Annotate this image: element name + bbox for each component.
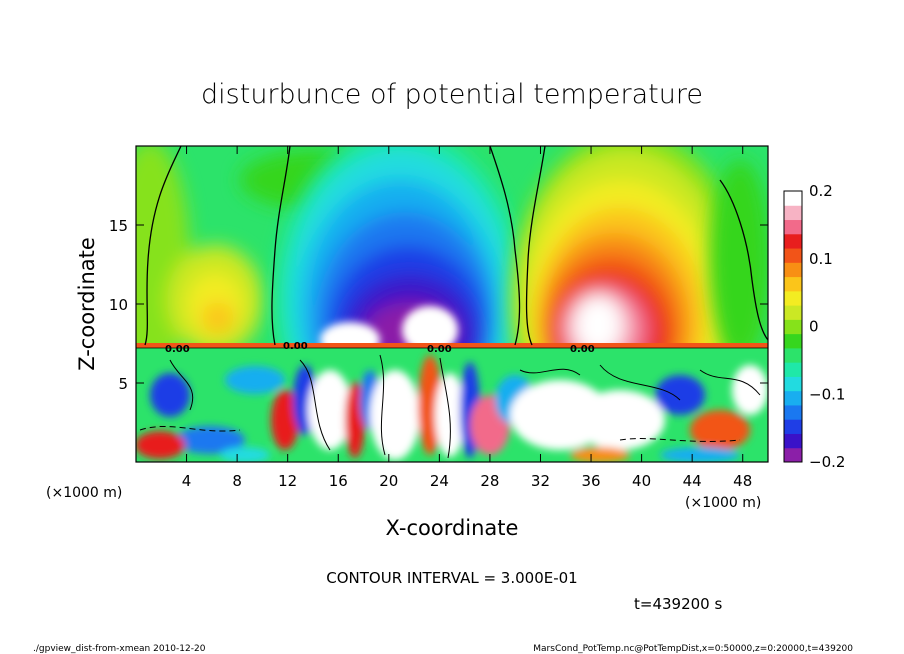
time-label: t=439200 s (634, 595, 722, 613)
x-axis-unit-right: (×1000 m) (685, 495, 761, 511)
colorbar-swatch (784, 404, 802, 420)
colorbar-swatch (784, 362, 802, 377)
colorbar-swatch (784, 447, 802, 463)
x-tick-label: 20 (379, 472, 398, 490)
chart-title: disturbunce of potential temperature (201, 79, 703, 110)
colorbar-swatch (784, 248, 802, 263)
colorbar-swatch (784, 433, 802, 449)
x-axis-unit-left: (×1000 m) (46, 485, 122, 501)
contour-label: 0.00 (570, 344, 595, 355)
footer-left: ./gpview_dist-from-xmean 2010-12-20 (33, 644, 206, 654)
x-tick-label: 8 (232, 472, 242, 490)
x-tick-label: 40 (632, 472, 651, 490)
contour-lines (136, 146, 768, 459)
contour-label: 0.00 (165, 344, 190, 355)
y-axis-label: Z-coordinate (75, 237, 99, 371)
boundary-layer (136, 343, 768, 462)
heatmap-field (136, 146, 768, 462)
colorbar-swatch (784, 390, 802, 406)
y-tick-label: 5 (118, 375, 128, 393)
colorbar-swatch (784, 191, 802, 206)
contour-interval: CONTOUR INTERVAL = 3.000E-01 (326, 569, 577, 587)
colorbar-frame (783, 190, 803, 463)
contour-labels: 0.00 0.00 0.00 0.00 (165, 341, 595, 355)
x-axis-label: X-coordinate (386, 516, 519, 540)
colorbar-swatch (784, 347, 802, 363)
colorbar-swatch (784, 233, 802, 249)
x-axis: 4 8 12 16 20 24 28 32 36 40 44 48 (182, 146, 752, 490)
colorbar-tick-label: −0.2 (809, 453, 845, 471)
contour-label: 0.00 (283, 341, 308, 352)
colorbar-swatch (784, 319, 802, 335)
x-tick-label: 24 (430, 472, 449, 490)
colorbar-tick-label: −0.1 (809, 385, 845, 403)
upper-right-band (710, 160, 768, 360)
colorbar-swatch (784, 419, 802, 434)
y-tick-label: 15 (109, 217, 128, 235)
footer-right: MarsCond_PotTemp.nc@PotTempDist,x=0:5000… (533, 644, 853, 654)
colorbar-swatch (784, 219, 802, 235)
y-tick-label: 10 (109, 296, 128, 314)
y-axis: 5 10 15 (109, 217, 768, 393)
colorbar-tick-label: 0 (809, 318, 819, 336)
colorbar-tick-label: 0.1 (809, 250, 833, 268)
colorbar: 0.2 0.1 0 −0.1 −0.2 (783, 182, 845, 471)
colorbar-swatch (784, 276, 802, 292)
x-tick-label: 36 (581, 472, 600, 490)
x-tick-label: 12 (278, 472, 297, 490)
colorbar-swatch (784, 333, 802, 349)
x-tick-label: 44 (683, 472, 702, 490)
x-tick-label: 48 (733, 472, 752, 490)
x-tick-label: 28 (480, 472, 499, 490)
colorbar-swatch (784, 205, 802, 221)
colorbar-tick-label: 0.2 (809, 182, 833, 200)
colorbar-swatch (784, 305, 802, 320)
colorbar-swatch (784, 376, 802, 392)
colorbar-swatch (784, 262, 802, 278)
x-tick-label: 16 (329, 472, 348, 490)
colorbar-swatch (784, 290, 802, 306)
x-tick-label: 32 (531, 472, 550, 490)
x-tick-label: 4 (182, 472, 192, 490)
contour-label: 0.00 (427, 344, 452, 355)
